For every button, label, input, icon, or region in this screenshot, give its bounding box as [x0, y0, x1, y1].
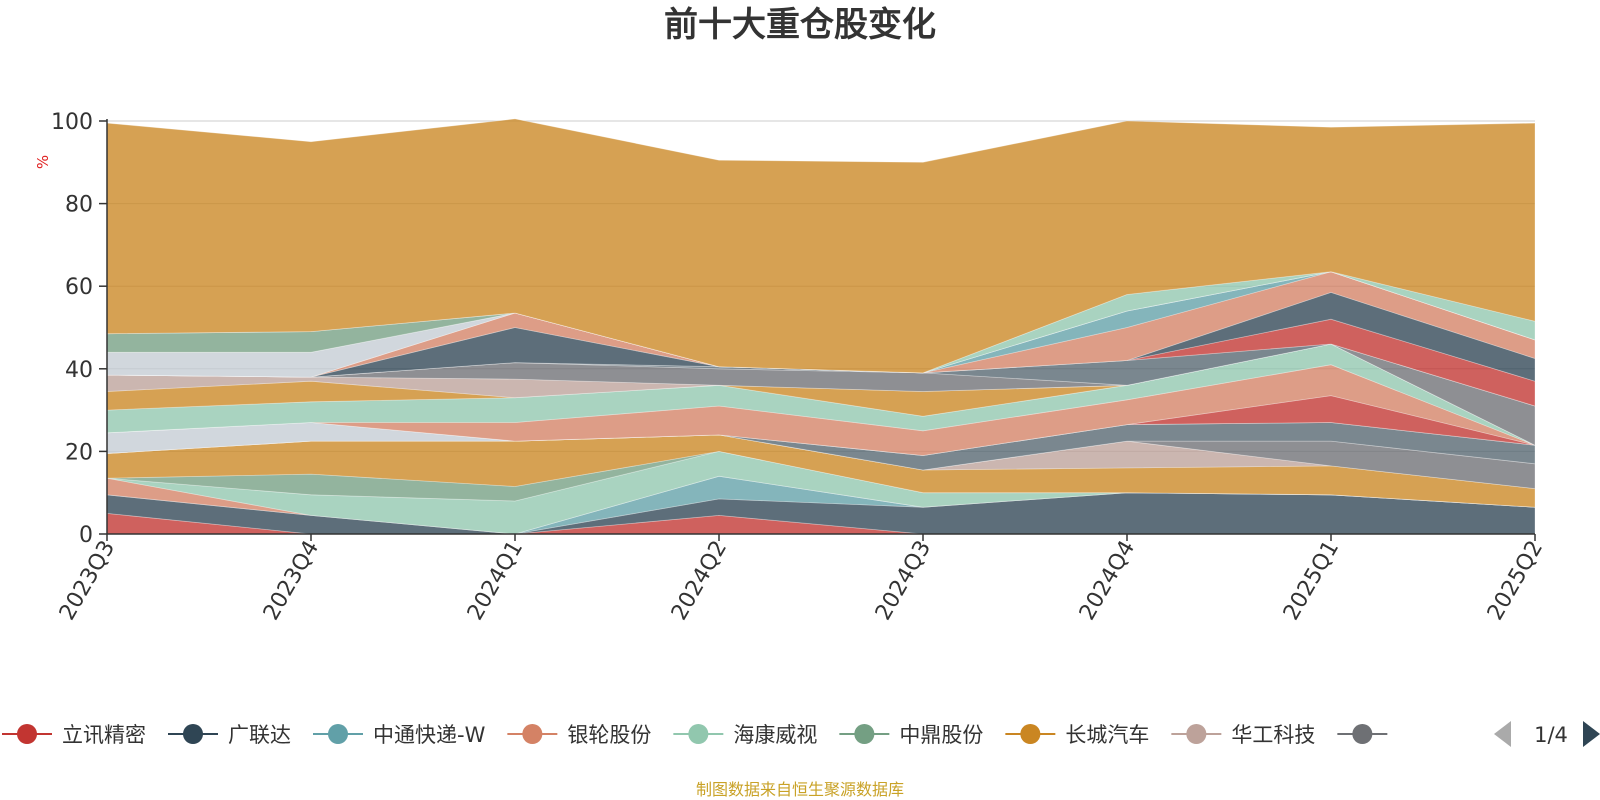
legend-next-page-icon[interactable] [1583, 721, 1600, 747]
area-series-25[interactable] [106, 118, 1536, 374]
legend-item[interactable]: 银轮股份 [507, 723, 651, 747]
legend: 立讯精密 广联达 中通快递-W 银轮股份 海康威视 中鼎股份 长城汽车 华工科技 1/4 [2, 721, 1600, 747]
legend-item[interactable]: 中鼎股份 [839, 723, 983, 747]
legend-circle-icon [1020, 724, 1041, 744]
legend-circle-icon [854, 724, 875, 744]
legend-item-partial[interactable] [1337, 724, 1388, 744]
legend-item[interactable]: 广联达 [168, 723, 291, 747]
legend-circle-icon [183, 724, 203, 744]
y-tick-label: 60 [65, 275, 93, 300]
legend-item[interactable]: 立讯精密 [2, 723, 146, 747]
legend-label: 中通快递-W [373, 723, 486, 747]
y-tick-label: 0 [79, 523, 93, 548]
x-tick-label: 2025Q2 [1483, 537, 1548, 625]
legend-circle-icon [328, 724, 348, 744]
legend-label: 广联达 [228, 723, 291, 747]
area-layer [106, 118, 1536, 535]
legend-label: 华工科技 [1231, 723, 1315, 747]
x-tick-label: 2023Q3 [55, 537, 120, 625]
legend-item[interactable]: 华工科技 [1171, 723, 1315, 747]
legend-label: 海康威视 [733, 723, 817, 747]
area-series-6[interactable] [106, 434, 1536, 508]
chart-title: 前十大重仓股变化 [664, 5, 936, 45]
y-tick-label: 80 [65, 193, 93, 218]
y-tick-label: 20 [65, 440, 93, 465]
legend-page-indicator: 1/4 [1534, 723, 1568, 747]
x-tick-label: 2024Q1 [463, 537, 528, 625]
legend-label: 立讯精密 [62, 723, 146, 747]
legend-prev-page-icon[interactable] [1494, 721, 1511, 747]
legend-circle-icon [522, 724, 543, 744]
x-tick-label: 2024Q2 [667, 537, 732, 625]
y-axis-label: % [34, 155, 52, 169]
legend-label: 长城汽车 [1065, 723, 1149, 747]
area-series-16[interactable] [106, 343, 1536, 446]
legend-item[interactable]: 中通快递-W [313, 723, 486, 747]
x-tick-label: 2023Q4 [259, 537, 324, 625]
legend-item[interactable]: 海康威视 [673, 723, 817, 747]
legend-circle-icon [1186, 724, 1207, 744]
x-tick-label: 2024Q4 [1075, 537, 1140, 625]
legend-label: 银轮股份 [567, 723, 651, 747]
data-source-note: 制图数据来自恒生聚源数据库 [696, 780, 904, 799]
x-tick-label: 2024Q3 [871, 537, 936, 625]
x-tick-label: 2025Q1 [1279, 537, 1344, 625]
legend-item[interactable]: 长城汽车 [1005, 723, 1149, 747]
y-tick-label: 100 [51, 110, 93, 135]
legend-circle-icon [17, 724, 37, 744]
legend-circle-icon [688, 724, 709, 744]
legend-label: 中鼎股份 [899, 723, 983, 747]
y-tick-label: 40 [65, 358, 93, 383]
legend-circle-icon [1352, 724, 1373, 744]
